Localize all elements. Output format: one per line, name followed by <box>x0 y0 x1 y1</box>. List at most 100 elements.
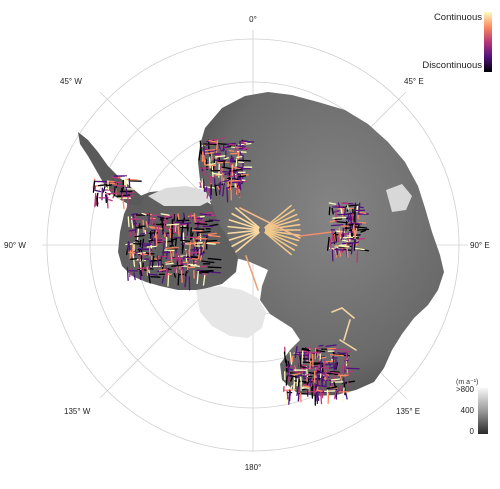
survey-track-segment <box>125 175 128 187</box>
survey-track-segment <box>199 213 212 216</box>
survey-track-segment <box>188 251 201 254</box>
survey-track-segment <box>193 239 206 242</box>
survey-track-segment <box>327 236 330 251</box>
velocity-tick-mid: 400 <box>460 406 474 415</box>
survey-track-segment <box>285 392 288 405</box>
survey-track-segment <box>142 252 145 261</box>
survey-track-segment <box>301 388 308 391</box>
survey-track-segment <box>167 273 173 276</box>
survey-track-segment <box>168 228 171 236</box>
survey-track-segment <box>326 386 338 390</box>
survey-track-segment <box>138 223 141 229</box>
survey-track-segment <box>237 173 240 186</box>
survey-track-segment <box>160 213 170 216</box>
survey-track-segment <box>293 364 296 370</box>
velocity-colorbar <box>478 388 488 434</box>
survey-track-segment <box>154 230 157 239</box>
survey-track-segment <box>357 237 366 240</box>
velocity-legend: (m a⁻¹) >800 400 0 <box>440 378 500 438</box>
survey-track-segment <box>290 375 297 378</box>
survey-track-segment <box>161 275 165 284</box>
survey-track-segment <box>321 379 333 382</box>
survey-track-segment <box>199 181 202 187</box>
ronne-filchner-ice-shelf <box>148 186 212 206</box>
survey-track-segment <box>202 241 205 252</box>
survey-track-segment <box>242 147 249 151</box>
survey-track-segment <box>199 255 203 261</box>
survey-track-segment <box>341 307 355 319</box>
survey-track-segment <box>180 226 190 229</box>
survey-track-segment <box>283 351 287 363</box>
survey-track-segment <box>194 218 198 227</box>
survey-track-segment <box>105 184 113 187</box>
survey-track-segment <box>207 266 222 269</box>
survey-track-segment <box>301 350 304 365</box>
survey-track-segment <box>316 350 326 353</box>
survey-track-segment <box>225 142 237 145</box>
survey-track-segment <box>126 266 129 281</box>
survey-track-segment <box>208 234 221 238</box>
survey-track-segment <box>127 194 135 198</box>
survey-track-segment <box>285 375 288 386</box>
survey-track-segment <box>159 268 166 272</box>
survey-track-segment <box>294 345 298 359</box>
survey-track-segment <box>208 157 211 169</box>
survey-track-segment <box>95 195 98 206</box>
survey-track-segment <box>316 373 319 387</box>
survey-track-segment <box>358 202 361 214</box>
survey-track-segment <box>94 192 97 208</box>
survey-track-segment <box>217 185 220 190</box>
survey-track-segment <box>301 366 308 369</box>
survey-track-segment <box>196 256 199 267</box>
survey-track-segment <box>192 237 196 247</box>
survey-track-segment <box>228 149 235 152</box>
survey-track-segment <box>205 186 208 192</box>
survey-track-segment <box>309 360 312 370</box>
legend-discontinuous-label: Discontinuous <box>422 60 482 71</box>
survey-track-segment <box>173 225 176 233</box>
survey-track-segment <box>164 260 171 264</box>
survey-track-segment <box>204 149 216 152</box>
survey-track-segment <box>189 217 203 220</box>
survey-track-segment <box>180 270 183 283</box>
survey-track-segment <box>347 231 354 234</box>
survey-track-segment <box>313 384 328 388</box>
legend-continuous-label: Continuous <box>433 12 482 23</box>
survey-track-segment <box>158 237 166 241</box>
survey-track-segment <box>180 225 184 240</box>
survey-track-segment <box>92 180 96 193</box>
survey-track-segment <box>342 387 345 402</box>
survey-track-segment <box>333 362 337 371</box>
survey-track-segment <box>264 213 298 230</box>
survey-track-segment <box>329 220 336 223</box>
survey-track-segment <box>353 239 356 251</box>
velocity-tick-max: >800 <box>455 385 474 394</box>
survey-track-segment <box>301 348 311 352</box>
survey-track-segment <box>165 262 174 265</box>
survey-track-segment <box>181 244 184 254</box>
survey-track-segment <box>162 242 165 257</box>
survey-track-segment <box>180 222 192 225</box>
survey-track-segment <box>231 212 260 229</box>
survey-track-segment <box>327 372 339 376</box>
survey-track-segment <box>208 149 217 153</box>
survey-track-segment <box>203 273 209 276</box>
survey-track-segment <box>178 252 182 267</box>
survey-track-segment <box>289 351 293 365</box>
survey-track-segment <box>180 239 191 243</box>
survey-track-segment <box>126 195 129 209</box>
survey-track-segment <box>108 198 113 202</box>
survey-track-segment <box>300 364 308 367</box>
survey-track-segment <box>229 156 233 161</box>
survey-track-segment <box>141 212 147 216</box>
survey-track-segment <box>141 244 151 247</box>
survey-track-segment <box>137 252 146 254</box>
survey-track-segment <box>133 272 136 281</box>
survey-track-segment <box>241 142 247 145</box>
survey-track-segment <box>350 242 354 255</box>
survey-track-segment <box>97 183 110 187</box>
survey-track-segment <box>238 176 242 190</box>
survey-track-segment <box>302 347 309 351</box>
survey-track-segment <box>190 248 204 251</box>
survey-track-segment <box>182 217 186 224</box>
